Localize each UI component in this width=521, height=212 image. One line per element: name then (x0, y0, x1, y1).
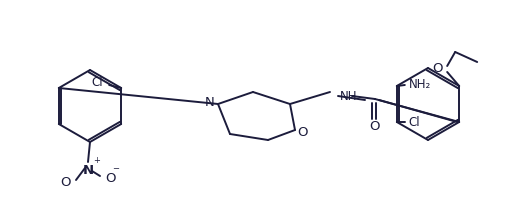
Text: Cl: Cl (409, 116, 420, 128)
Text: N: N (205, 95, 215, 109)
Text: O: O (432, 61, 443, 74)
Text: N: N (82, 163, 94, 177)
Text: O: O (105, 172, 116, 184)
Text: −: − (112, 164, 119, 173)
Text: O: O (369, 120, 379, 134)
Text: O: O (60, 176, 71, 188)
Text: NH: NH (340, 89, 357, 102)
Text: O: O (297, 126, 308, 138)
Text: +: + (93, 156, 100, 165)
Text: Cl: Cl (92, 77, 103, 89)
Text: NH₂: NH₂ (409, 78, 431, 91)
